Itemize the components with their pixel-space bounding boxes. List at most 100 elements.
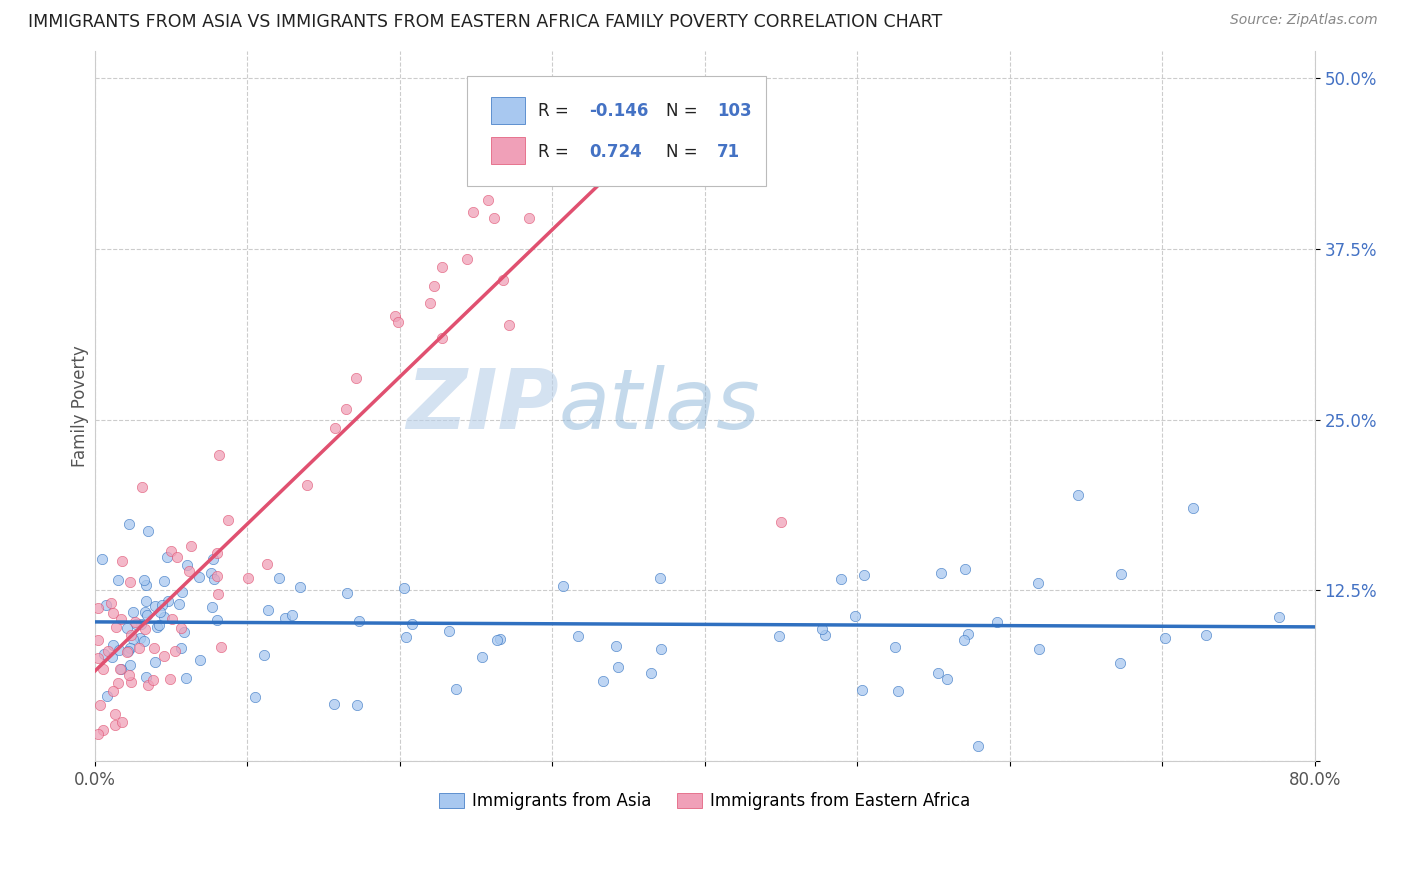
Point [129, 617, 152, 632]
Point [93, 647, 115, 661]
Point [813, 628, 835, 642]
Text: 71: 71 [717, 144, 740, 161]
Text: N =: N = [665, 144, 703, 161]
Text: Source: ZipAtlas.com: Source: ZipAtlas.com [1230, 13, 1378, 28]
Point [120, 675, 142, 690]
Point [446, 682, 468, 697]
Point [201, 599, 224, 614]
Point [110, 612, 132, 626]
Point [136, 524, 159, 538]
Point [117, 644, 139, 658]
Point [107, 675, 129, 690]
Point [91, 552, 114, 566]
Point [253, 648, 276, 662]
Point [131, 480, 153, 494]
Point [650, 642, 672, 657]
Text: 103: 103 [717, 102, 752, 120]
Point [89, 698, 111, 713]
Point [384, 309, 406, 323]
Point [335, 402, 357, 417]
Point [401, 617, 423, 632]
Point [1109, 656, 1132, 670]
Point [136, 678, 159, 692]
Point [107, 573, 129, 587]
Point [156, 550, 179, 565]
Point [322, 697, 344, 711]
Point [208, 449, 231, 463]
Point [1109, 567, 1132, 582]
Point [927, 665, 949, 680]
Point [217, 513, 239, 527]
Point [149, 606, 172, 620]
Point [295, 478, 318, 492]
Point [103, 639, 125, 653]
Point [190, 653, 212, 667]
Point [498, 318, 520, 333]
Point [953, 633, 976, 648]
Point [456, 252, 478, 266]
Point [107, 643, 129, 657]
Point [517, 167, 540, 181]
Point [87, 601, 110, 615]
Point [129, 631, 152, 645]
Point [281, 608, 304, 623]
Point [201, 552, 224, 566]
Y-axis label: Family Poverty: Family Poverty [72, 345, 89, 467]
Point [1028, 641, 1050, 656]
Point [125, 617, 148, 632]
Point [202, 572, 225, 586]
Point [477, 193, 499, 207]
Text: R =: R = [537, 102, 574, 120]
Point [135, 578, 157, 592]
Point [200, 566, 222, 581]
Point [108, 662, 131, 676]
Point [953, 561, 976, 575]
Point [986, 615, 1008, 630]
Point [118, 640, 141, 655]
Point [87, 727, 110, 741]
Point [207, 613, 229, 627]
Point [257, 603, 280, 617]
Point [274, 611, 297, 625]
Point [94, 598, 117, 612]
Point [134, 605, 156, 619]
Text: -0.146: -0.146 [589, 102, 648, 120]
Point [143, 599, 166, 613]
Point [104, 620, 127, 634]
Point [118, 668, 141, 682]
Text: atlas: atlas [558, 366, 761, 446]
Point [110, 663, 132, 677]
Point [492, 169, 515, 184]
Point [489, 632, 512, 647]
Point [482, 211, 505, 225]
Point [146, 620, 169, 634]
Point [87, 651, 110, 665]
Point [267, 571, 290, 585]
Point [142, 641, 165, 656]
Point [335, 586, 357, 600]
Point [519, 211, 541, 225]
Point [157, 594, 180, 608]
Point [515, 173, 537, 187]
Point [115, 621, 138, 635]
Bar [491, 97, 526, 124]
Point [236, 571, 259, 585]
Point [844, 609, 866, 624]
Point [104, 707, 127, 722]
Point [170, 621, 193, 635]
Legend: Immigrants from Asia, Immigrants from Eastern Africa: Immigrants from Asia, Immigrants from Ea… [433, 785, 977, 817]
Point [153, 610, 176, 624]
Text: IMMIGRANTS FROM ASIA VS IMMIGRANTS FROM EASTERN AFRICA FAMILY POVERTY CORRELATIO: IMMIGRANTS FROM ASIA VS IMMIGRANTS FROM … [28, 13, 942, 31]
Point [344, 371, 367, 385]
Point [148, 617, 170, 632]
Point [243, 690, 266, 704]
Point [153, 648, 176, 663]
Point [1268, 609, 1291, 624]
Point [160, 612, 183, 626]
Point [967, 739, 990, 754]
Point [101, 606, 124, 620]
Point [288, 580, 311, 594]
Point [169, 597, 191, 611]
Point [957, 626, 980, 640]
Point [91, 662, 114, 676]
